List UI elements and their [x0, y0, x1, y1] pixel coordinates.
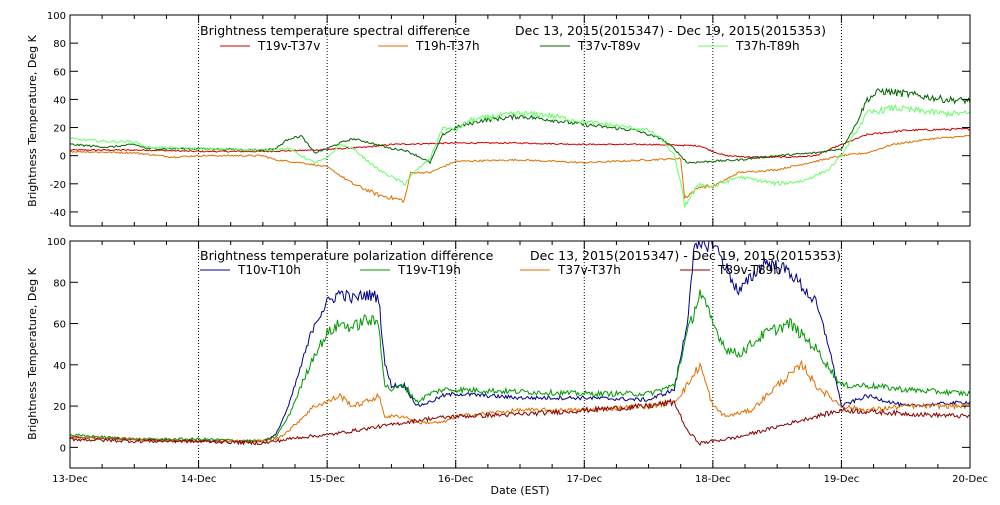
polarization-chart-date-range: Dec 13, 2015(2015347) - Dec 19, 2015(201… — [530, 248, 841, 263]
legend-label: T37h-T89h — [735, 39, 800, 53]
x-axis-label: Date (EST) — [490, 484, 549, 497]
polarization-difference-panel: 0 20 40 60 80 100 Brightness temperature pola… — [26, 237, 971, 469]
polarization-y-tick-label: 80 — [53, 278, 66, 289]
spectral-y-tick-label: 20 — [53, 124, 66, 135]
spectral-y-tick-label: 80 — [53, 39, 66, 50]
legend-label: T37v-T37h — [557, 263, 621, 277]
polarization-y-tick-label: 20 — [53, 402, 66, 413]
spectral-series-t19h-t37h — [70, 134, 971, 204]
spectral-series-t37h-t89h — [69, 104, 971, 208]
spectral-y-tick-label: -20 — [50, 180, 66, 191]
polarization-y-tick-label: 100 — [47, 237, 66, 248]
spectral-chart-title: Brightness temperature spectral differen… — [200, 23, 470, 38]
x-tick-label: 17-Dec — [566, 474, 602, 485]
spectral-y-tick-label: 0 — [60, 152, 66, 163]
spectral-y-tick-label: -40 — [50, 208, 66, 219]
x-tick-label: 16-Dec — [438, 474, 474, 485]
x-tick-label: 13-Dec — [52, 474, 88, 485]
x-tick-label: 20-Dec — [952, 474, 988, 485]
polarization-y-tick-label: 60 — [53, 320, 66, 331]
spectral-series-t19v-t37v — [69, 127, 970, 159]
spectral-y-tick-label: 100 — [47, 11, 66, 22]
spectral-y-axis-label: Brightness Temperature, Deg K — [26, 34, 39, 206]
spectral-plot-frame — [69, 14, 971, 227]
x-tick-label: 18-Dec — [695, 474, 731, 485]
polarization-series-t37v-t37h — [69, 359, 971, 444]
polarization-chart-title: Brightness temperature polarization diff… — [200, 248, 494, 263]
x-tick-label: 14-Dec — [181, 474, 217, 485]
legend-label: T19h-T37h — [415, 39, 480, 53]
polarization-y-axis-label: Brightness Temperature, Deg K — [26, 267, 39, 439]
legend-label: T89v-T89h — [717, 263, 781, 277]
polarization-series-t19v-t19h — [69, 289, 971, 443]
x-tick-label: 19-Dec — [824, 474, 860, 485]
polarization-series-t89v-t89h — [69, 398, 971, 446]
legend-label: T19v-T19h — [397, 263, 461, 277]
spectral-chart-date-range: Dec 13, 2015(2015347) - Dec 19, 2015(201… — [515, 23, 826, 38]
legend-label: T37v-T89v — [577, 39, 640, 53]
x-tick-label: 15-Dec — [309, 474, 345, 485]
legend-label: T19v-T37v — [257, 39, 320, 53]
legend-label: T10v-T10h — [237, 263, 301, 277]
polarization-y-tick-label: 40 — [53, 361, 66, 372]
polarization-y-tick-label: 0 — [60, 443, 66, 454]
spectral-difference-panel: -40 -20 0 20 40 60 80 100 Brightness temperatur… — [26, 11, 971, 227]
spectral-y-tick-label: 60 — [53, 67, 66, 78]
polarization-plot-frame — [69, 240, 971, 469]
spectral-y-tick-label: 40 — [53, 95, 66, 106]
